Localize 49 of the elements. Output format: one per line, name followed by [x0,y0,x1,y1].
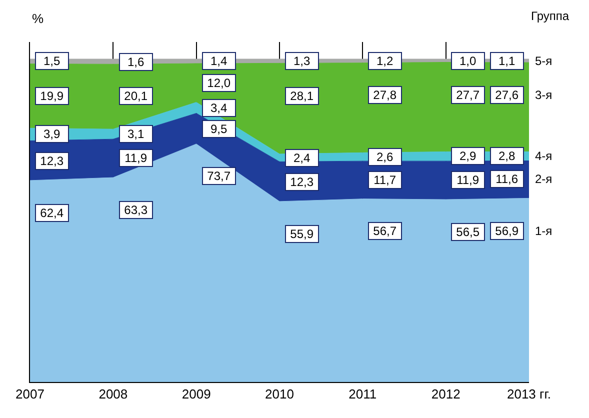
x-tick-label: 2012 [431,386,460,402]
data-label: 62,4 [40,206,64,220]
data-label: 1,6 [127,55,145,69]
data-label: 27,6 [495,88,519,102]
data-label: 11,9 [456,173,480,187]
data-label: 73,7 [207,169,231,183]
series-label: 3-я [535,88,552,102]
data-label: 2,6 [376,150,394,164]
data-label: 2,8 [498,149,516,163]
y-axis-title: % [32,11,44,26]
data-label: 55,9 [290,227,314,241]
data-label: 3,1 [127,127,145,141]
data-label: 2,9 [459,149,477,163]
data-label: 19,9 [40,89,64,103]
data-label: 12,3 [290,175,314,189]
data-label: 12,3 [40,154,64,168]
series-label: 4-я [535,149,552,163]
data-label: 1,0 [459,54,477,68]
data-label: 3,4 [210,101,228,115]
x-tick-label: 2010 [265,386,294,402]
data-label: 1,4 [210,54,228,68]
x-tick-label: 2011 [348,386,377,402]
data-label: 2,4 [293,151,311,165]
series-label: 2-я [535,172,552,186]
series-label: 5-я [535,54,552,68]
data-label: 63,3 [124,203,148,217]
data-label: 9,5 [210,122,228,136]
data-label: 27,7 [456,88,480,102]
x-tick-label: 2007 [16,386,44,402]
data-label: 1,5 [43,54,61,68]
data-label: 27,8 [373,88,397,102]
data-label: 56,7 [373,224,397,238]
data-label: 28,1 [290,89,314,103]
data-label: 11,9 [124,151,148,165]
x-tick-label: 2009 [182,386,211,402]
data-label: 1,2 [376,54,394,68]
text: 1-я [535,224,552,238]
data-label: 56,5 [456,225,480,239]
data-label: 56,9 [495,224,519,238]
data-label: 11,6 [496,172,518,186]
x-tick-label: 2013 гг. [506,386,552,402]
data-label: 20,1 [124,89,148,103]
legend-title: Группа [531,9,570,23]
data-label: 12,0 [207,76,231,90]
x-tick-label: 2008 [98,386,128,402]
data-label: 1,3 [293,54,311,68]
data-label: 1,1 [498,54,516,68]
data-label: 11,7 [374,173,396,187]
data-label: 3,9 [43,127,61,141]
